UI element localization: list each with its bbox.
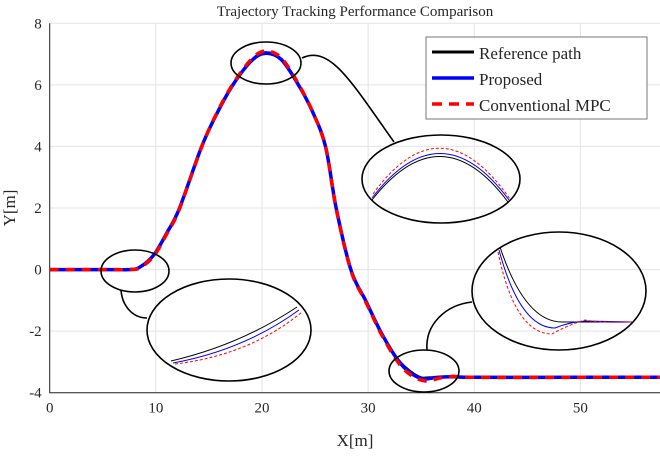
- zoom-connector-end: [426, 301, 473, 351]
- x-tick-label: 20: [254, 401, 269, 417]
- inset-peak-reference: [371, 156, 509, 203]
- x-tick-label: 10: [148, 401, 163, 417]
- zoom-inset-end: [471, 231, 647, 351]
- y-tick-label: 0: [34, 263, 42, 279]
- inset-end-reference: [499, 246, 632, 323]
- zoom-connector-start: [120, 289, 148, 319]
- zoom-circle-end: [388, 349, 460, 393]
- legend-label-reference: Reference path: [479, 44, 582, 63]
- y-tick-label: -2: [29, 324, 42, 340]
- zoom-inset-start: [146, 278, 312, 382]
- legend: Reference path Proposed Conventional MPC: [425, 36, 648, 120]
- y-tick-label: 4: [34, 139, 42, 155]
- inset-end-mpc: [497, 251, 633, 335]
- axes-frame: [49, 23, 660, 394]
- inset-peak-mpc: [372, 147, 511, 200]
- chart-title: Trajectory Tracking Performance Comparis…: [217, 4, 494, 20]
- x-axis-label: X[m]: [337, 431, 374, 450]
- inset-curves: [170, 147, 633, 365]
- zoom-annotations: [100, 41, 647, 393]
- x-tick-label: 30: [361, 401, 376, 417]
- y-tick-label: 6: [34, 78, 42, 94]
- series-line-conventional-mpc: [49, 49, 660, 383]
- x-tick-label: 0: [46, 401, 54, 417]
- legend-label-mpc: Conventional MPC: [479, 96, 611, 115]
- inset-start-proposed: [172, 309, 300, 364]
- series-lines: [49, 49, 660, 383]
- legend-label-proposed: Proposed: [479, 70, 543, 89]
- y-tick-label: -4: [29, 386, 42, 402]
- y-tick-label: 8: [34, 16, 42, 32]
- zoom-circle-start: [100, 249, 170, 293]
- x-tick-label: 40: [467, 401, 482, 417]
- inset-start-mpc: [174, 311, 303, 365]
- zoom-connector-peak: [301, 54, 395, 143]
- y-axis-label: Y[m]: [0, 190, 19, 227]
- inset-peak-proposed: [371, 153, 510, 201]
- y-tick-label: 2: [34, 201, 42, 217]
- inset-end-proposed: [498, 249, 633, 329]
- x-tick-label: 50: [573, 401, 588, 417]
- zoom-circle-peak: [230, 41, 302, 85]
- tick-labels: 0 10 20 30 40 50 -4 -2 0 2 4 6 8: [29, 16, 588, 416]
- zoom-inset-peak: [361, 134, 521, 224]
- inset-start-reference: [170, 306, 298, 362]
